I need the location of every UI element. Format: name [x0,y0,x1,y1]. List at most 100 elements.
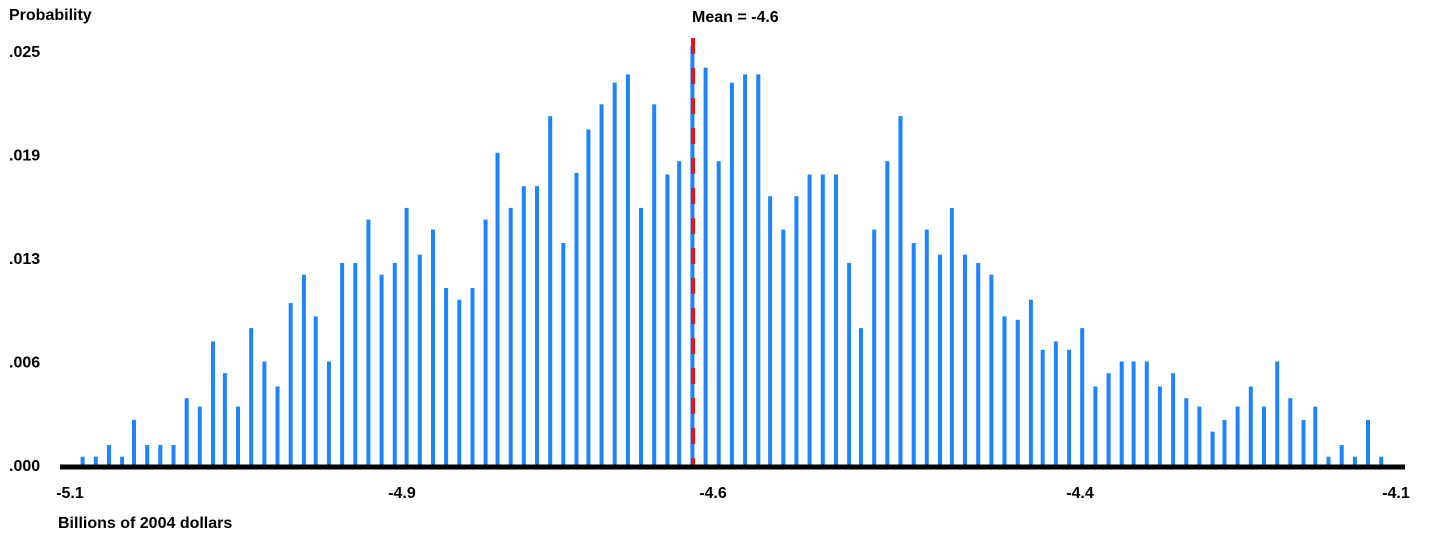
x-tick-label: -4.9 [388,485,416,502]
histogram-bar [495,152,500,466]
histogram-bar [561,243,566,465]
histogram-bar [301,274,306,465]
y-axis-label: Probability [9,7,92,24]
x-tick-label: -5.1 [56,485,84,502]
histogram-bar [236,406,240,465]
histogram-bar [1379,456,1384,465]
histogram-bar [1248,386,1253,465]
histogram-bar [93,456,98,465]
histogram-bar [1366,419,1370,465]
histogram-bar [1144,361,1149,465]
histogram-bar [1339,445,1344,465]
histogram-bar [444,288,449,465]
x-tick-labels: -5.1 -4.9 -4.6 -4.4 -4.1 [56,485,1410,502]
histogram-bar [326,361,331,465]
mean-label: Mean = -4.6 [692,9,779,26]
histogram-bar [379,274,384,465]
histogram-bar [107,445,111,465]
histogram-bar [417,254,422,465]
histogram-bar [729,82,734,465]
histogram-bar [716,161,721,465]
histogram-bar [820,174,825,465]
histogram-bar [885,161,890,465]
histogram-bar [1222,419,1227,465]
histogram-bar [1040,349,1045,465]
histogram-bar [1326,456,1331,465]
histogram-bar [262,361,267,465]
histogram-bar [1119,361,1124,465]
y-tick-label: .025 [9,44,40,61]
histogram-bar [574,172,579,465]
histogram-bar [340,263,345,465]
histogram-bar [288,303,293,465]
bars-group [80,46,1384,466]
histogram-bar [548,116,553,465]
histogram-bar [120,456,125,465]
histogram-bar [911,243,916,465]
histogram-bar [924,229,929,465]
histogram-bar [898,116,903,465]
histogram-bar [470,288,475,465]
histogram-bar [197,406,202,465]
histogram-bar [1352,456,1357,465]
histogram-bar [366,219,371,465]
histogram-bar [392,263,397,465]
histogram-bar [1262,406,1266,465]
histogram-bar [508,207,513,465]
x-tick-label: -4.4 [1066,485,1094,502]
histogram-bar [1015,319,1020,465]
histogram-bar [1197,406,1202,465]
histogram-bar [222,373,227,465]
histogram-bar [976,263,981,465]
histogram-bar [1288,398,1293,465]
histogram-bar [171,445,176,465]
histogram-bar [625,74,630,466]
y-tick-label: .019 [9,148,40,165]
histogram-bar [949,207,954,465]
histogram-bar [794,196,799,465]
histogram-bar [1067,349,1072,465]
histogram-bar [483,219,488,465]
x-tick-label: -4.1 [1382,485,1410,502]
y-tick-labels: .000 .006 .013 .019 .025 [9,44,40,475]
histogram-bar [768,196,773,465]
histogram-bar [1275,361,1280,465]
y-tick-label: .000 [9,458,40,475]
histogram-bar [1131,361,1136,465]
x-axis-label: Billions of 2004 dollars [58,515,232,532]
histogram-bar [158,445,163,465]
histogram-bar [1157,386,1162,465]
y-tick-label: .013 [9,251,40,268]
histogram-bar [80,456,85,465]
histogram-bar [612,82,617,465]
y-tick-label: .006 [9,355,40,372]
histogram-bar [756,74,761,466]
histogram-bar [743,74,748,466]
histogram-bar [249,328,254,465]
histogram-bar [599,104,604,466]
histogram-bar [586,129,591,465]
histogram-bar [938,254,942,465]
histogram-bar [703,67,708,465]
histogram-bar [313,316,318,465]
histogram-bar [989,274,994,465]
histogram-bar [535,186,539,465]
histogram-bar [275,386,280,465]
histogram-bar [1053,341,1058,465]
histogram-bar [353,263,358,465]
histogram-bar [781,229,786,465]
histogram-bar [1080,328,1085,465]
histogram-bar [665,174,670,465]
histogram-bar [807,174,812,465]
histogram-bar [1184,398,1189,465]
histogram-bar [872,229,877,465]
histogram-bar [1002,316,1007,465]
histogram-bar [1301,419,1306,465]
histogram-bar [859,328,863,465]
histogram-bar [963,254,967,465]
histogram-bar [521,186,526,465]
histogram-bar [677,161,682,465]
histogram-bar [1028,299,1033,465]
histogram-bar [1171,373,1176,465]
